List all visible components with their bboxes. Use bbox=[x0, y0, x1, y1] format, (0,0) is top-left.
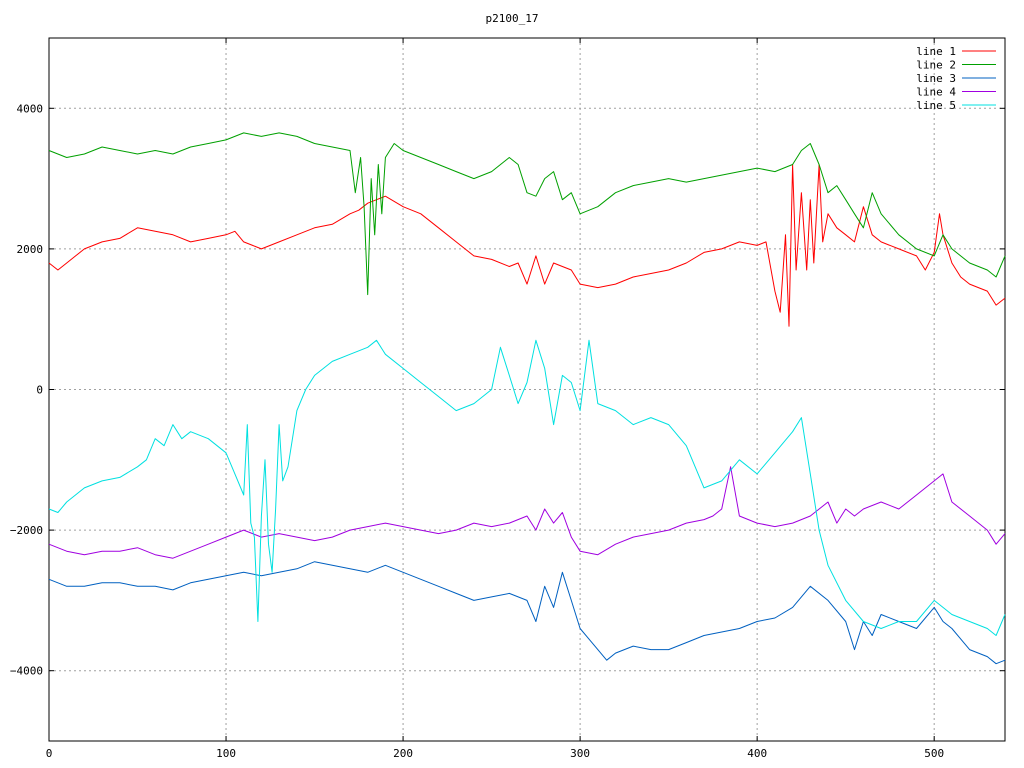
series-line-3 bbox=[48, 561, 1006, 665]
y-tick-label: −4000 bbox=[10, 665, 43, 678]
legend-label-2: line 2 bbox=[916, 59, 956, 72]
legend-label-5: line 5 bbox=[916, 99, 956, 112]
series-line-2 bbox=[48, 132, 1006, 296]
chart-title: p2100_17 bbox=[486, 12, 539, 25]
series-line-4 bbox=[48, 466, 1006, 559]
axes: 0 100 200 300 400 500 −4000 −2000 0 2000 4000 bbox=[10, 37, 1006, 760]
plot-frame bbox=[48, 37, 1006, 742]
x-tick-label: 300 bbox=[570, 747, 590, 760]
legend-label-4: line 4 bbox=[916, 86, 956, 99]
legend-label-3: line 3 bbox=[916, 72, 956, 85]
grid bbox=[48, 38, 1005, 741]
y-tick-label: 0 bbox=[36, 384, 43, 397]
legend-label-1: line 1 bbox=[916, 45, 956, 58]
y-tick-label: −2000 bbox=[10, 524, 43, 537]
series-lines bbox=[48, 132, 1006, 665]
y-tick-label: 2000 bbox=[17, 243, 44, 256]
series-line-1 bbox=[48, 164, 1006, 327]
x-tick-label: 500 bbox=[924, 747, 944, 760]
y-tick-label: 4000 bbox=[17, 102, 44, 115]
x-tick-label: 400 bbox=[747, 747, 767, 760]
x-tick-label: 200 bbox=[393, 747, 413, 760]
x-tick-label: 0 bbox=[46, 747, 53, 760]
x-tick-label: 100 bbox=[216, 747, 236, 760]
series-line-5 bbox=[48, 339, 1006, 636]
